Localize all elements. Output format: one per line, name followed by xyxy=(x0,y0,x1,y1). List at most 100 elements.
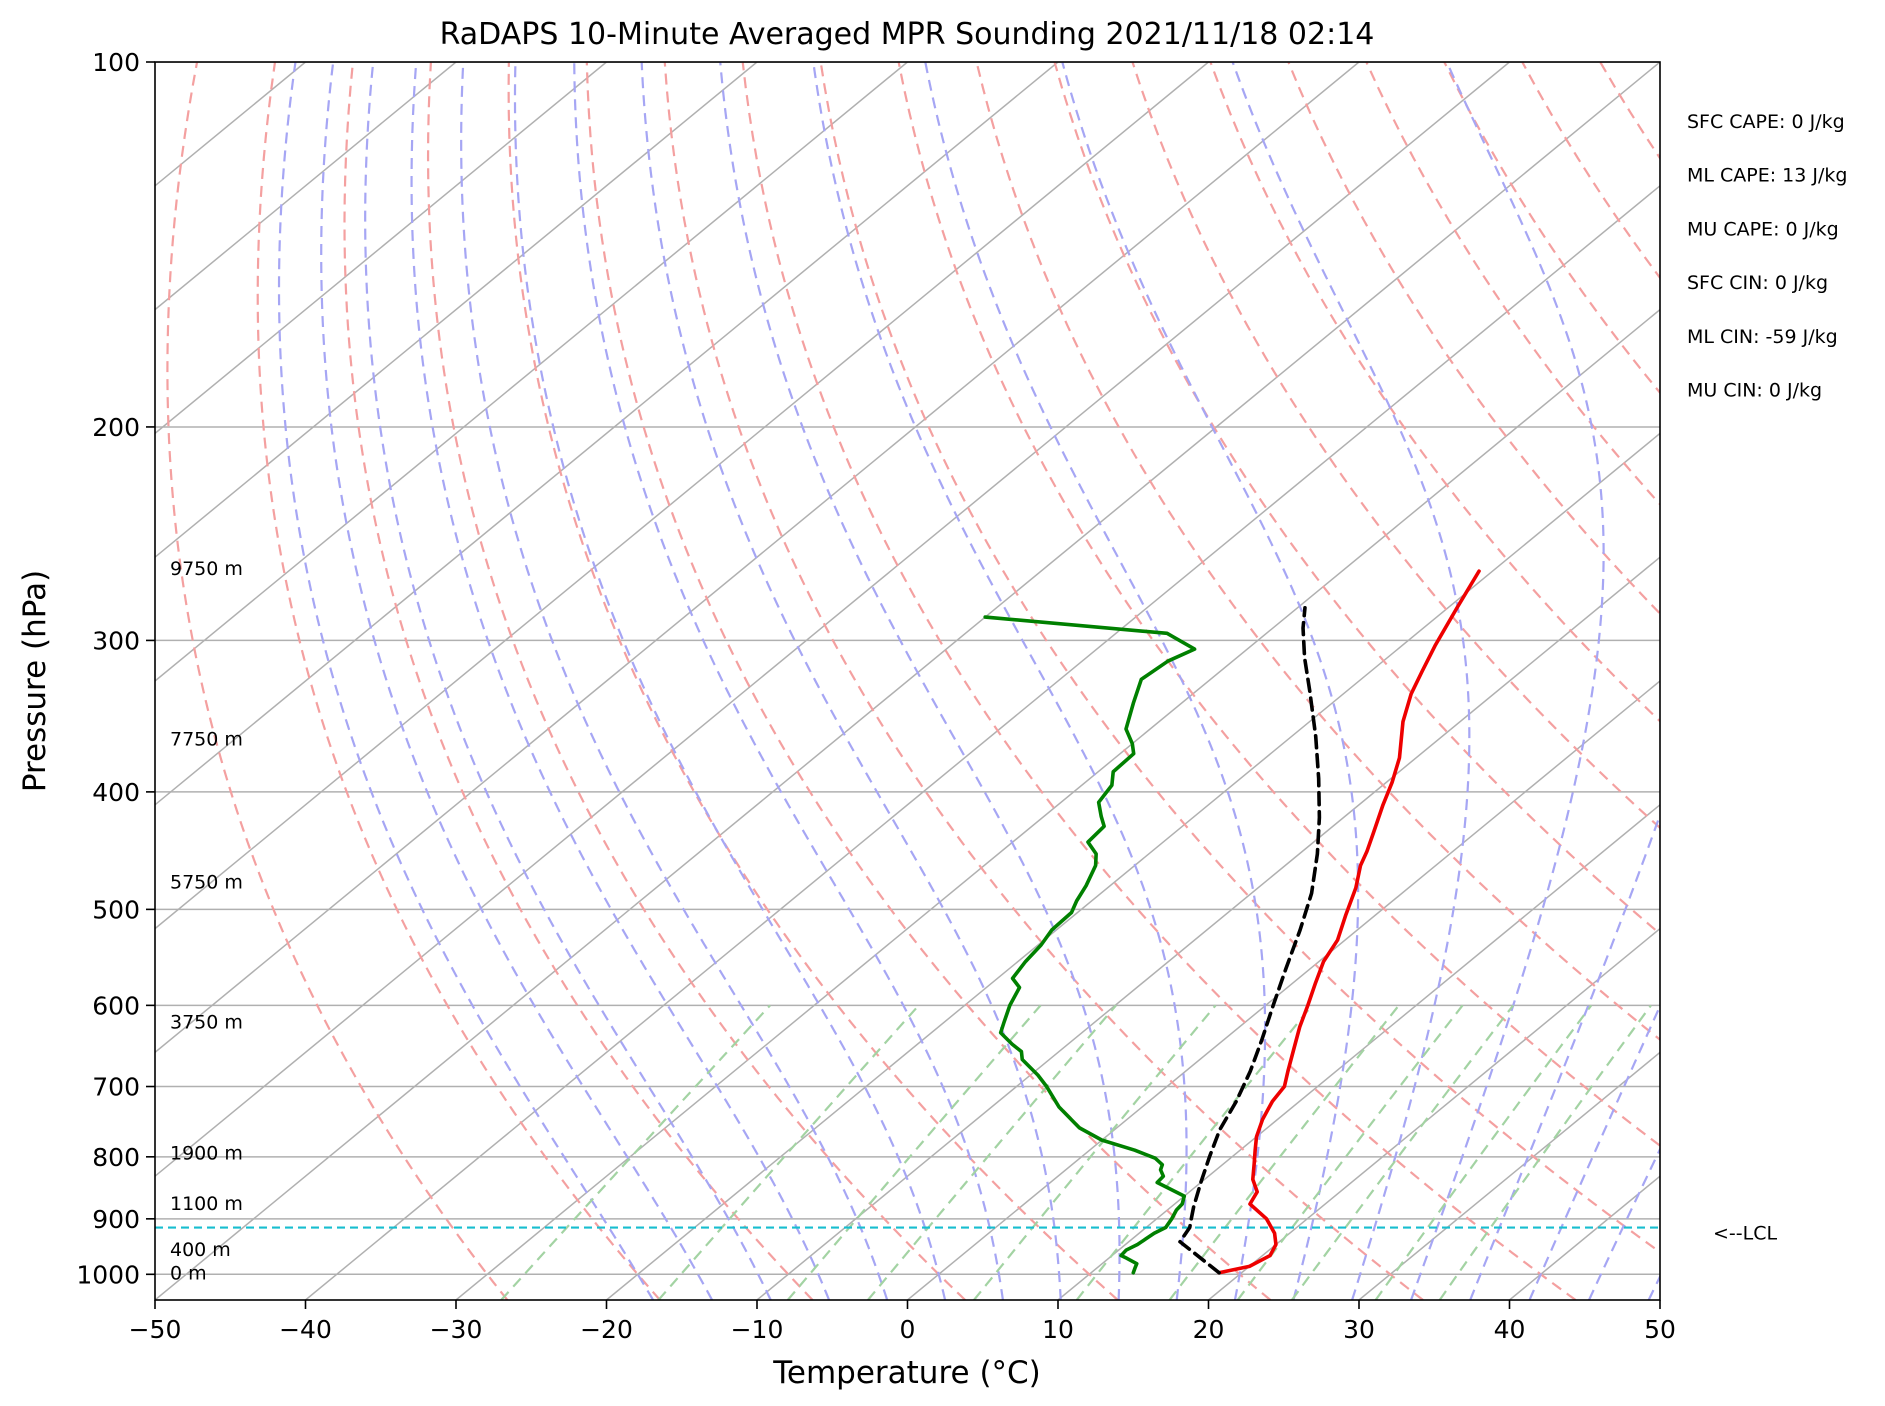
isotherm-line xyxy=(1509,1175,1660,1300)
moist-adiabat-line xyxy=(719,62,1121,1300)
dry-adiabat-line xyxy=(897,62,1660,1148)
dry-adiabat-line xyxy=(343,62,814,1300)
height-label: 5750 m xyxy=(170,871,243,893)
moist-adiabat-line xyxy=(1061,62,1360,1300)
stability-indices: SFC CAPE: 0 J/kg ML CAPE: 13 J/kg MU CAPE:… xyxy=(1687,111,1847,402)
moist-adiabat-line xyxy=(1528,1003,1660,1300)
y-tick-label: 700 xyxy=(92,1073,140,1102)
x-tick-label: 0 xyxy=(900,1315,916,1344)
height-label: 9750 m xyxy=(170,558,243,580)
mixing-ratio-line xyxy=(867,1004,1117,1300)
isotherm-line xyxy=(1659,1299,1660,1300)
chart-title: RaDAPS 10-Minute Averaged MPR Sounding 2… xyxy=(440,17,1375,52)
sounding-profiles xyxy=(155,569,1660,1275)
height-label: 0 m xyxy=(170,1262,207,1284)
isotherm-line xyxy=(606,432,1660,1300)
dry-adiabat-line xyxy=(1521,62,1660,280)
temperature-profile-line xyxy=(1217,569,1481,1275)
stability-index: MU CAPE: 0 J/kg xyxy=(1687,218,1839,240)
moist-adiabat-line xyxy=(513,62,947,1300)
x-axis: −50 −40 −30 −20 −10 0 10 20 30 40 50 xyxy=(129,1300,1676,1344)
height-label: 7750 m xyxy=(170,728,243,750)
y-tick-label: 800 xyxy=(92,1143,140,1172)
dry-adiabat-line xyxy=(1599,62,1660,161)
dry-adiabat-line xyxy=(1131,62,1660,830)
y-axis-label: Pressure (hPa) xyxy=(17,570,53,792)
dewpoint-profile-line xyxy=(983,615,1197,1275)
y-tick-label: 200 xyxy=(92,413,140,442)
dry-adiabat-line xyxy=(507,62,1119,1300)
dry-adiabat-line xyxy=(585,62,1272,1300)
dry-adiabat-line xyxy=(256,62,661,1300)
stability-index: ML CIN: -59 J/kg xyxy=(1687,326,1838,348)
mixing-ratio-line xyxy=(1236,1004,1464,1300)
isotherm-line xyxy=(155,62,758,559)
dry-adiabat-line xyxy=(1209,62,1660,723)
y-tick-label: 600 xyxy=(92,991,140,1020)
dry-adiabat-line xyxy=(426,62,966,1300)
height-label: 1900 m xyxy=(170,1143,243,1165)
mixing-ratio-line xyxy=(973,1004,1217,1300)
dry-adiabat-line xyxy=(1365,62,1660,506)
mixing-ratio-line xyxy=(1374,1004,1593,1300)
moist-adiabat-line xyxy=(640,62,1062,1300)
dry-adiabat-line xyxy=(1287,62,1660,616)
height-label: 400 m xyxy=(170,1239,231,1261)
lcl-label: <--LCL xyxy=(1713,1223,1777,1245)
height-label: 3750 m xyxy=(170,1012,243,1034)
parcel-profile-line xyxy=(1178,606,1322,1275)
x-tick-label: 50 xyxy=(1644,1315,1676,1344)
moist-adiabat-line xyxy=(924,62,1267,1300)
x-tick-label: −40 xyxy=(279,1315,332,1344)
isotherm-line xyxy=(155,62,457,311)
x-tick-label: −30 xyxy=(430,1315,483,1344)
isotherm-line xyxy=(1358,1051,1660,1300)
moist-adiabat-line xyxy=(277,62,655,1300)
x-axis-label: Temperature (°C) xyxy=(772,1355,1041,1391)
isotherm-line xyxy=(305,184,1660,1300)
isotherm-line xyxy=(155,62,1209,930)
isotherm-line xyxy=(155,62,1059,806)
moist-adiabat-line xyxy=(320,62,714,1300)
dry-adiabat-line xyxy=(1678,62,1885,1300)
x-tick-label: 10 xyxy=(1042,1315,1074,1344)
stability-index: MU CIN: 0 J/kg xyxy=(1687,380,1822,402)
y-tick-label: 300 xyxy=(92,626,140,655)
x-tick-label: 30 xyxy=(1343,1315,1375,1344)
mixing-ratio-line xyxy=(1290,1004,1515,1300)
mixing-ratio-line xyxy=(500,1004,771,1300)
x-tick-label: 20 xyxy=(1193,1315,1225,1344)
isotherm-line xyxy=(907,680,1660,1300)
y-tick-label: 100 xyxy=(92,48,140,77)
moist-adiabat-line xyxy=(1647,1274,1660,1300)
y-tick-label: 1000 xyxy=(76,1260,140,1289)
x-tick-label: −10 xyxy=(731,1315,784,1344)
dry-adiabat-line xyxy=(819,62,1660,1254)
mixing-ratio-line xyxy=(657,1004,920,1300)
y-tick-label: 500 xyxy=(92,895,140,924)
moist-adiabat-line xyxy=(460,62,889,1300)
moist-adiabat-line xyxy=(1231,62,1471,1300)
isotherm-line xyxy=(155,62,1660,1300)
dry-adiabat-line xyxy=(663,62,1424,1300)
moist-adiabat-line xyxy=(1410,62,1605,1300)
isotherm-line xyxy=(455,308,1660,1300)
y-axis: 1000 900 800 700 600 500 400 300 200 100 xyxy=(76,48,155,1289)
dry-adiabat-line xyxy=(1756,62,1885,1300)
moist-adiabat-line xyxy=(410,62,831,1300)
moist-adiabat-line xyxy=(1469,811,1660,1300)
x-tick-label: −50 xyxy=(129,1315,182,1344)
isotherm-line xyxy=(756,556,1660,1300)
isotherm-line xyxy=(1057,803,1660,1300)
isotherm-line xyxy=(155,62,908,682)
isotherm-line xyxy=(155,62,1510,1178)
background-reference-lines xyxy=(155,62,1885,1300)
dry-adiabat-line xyxy=(1053,62,1660,936)
moist-adiabat-line xyxy=(573,62,1004,1300)
dry-adiabat-line xyxy=(166,62,509,1300)
stability-index: SFC CIN: 0 J/kg xyxy=(1687,272,1828,294)
height-label: 1100 m xyxy=(170,1193,243,1215)
y-tick-label: 900 xyxy=(92,1205,140,1234)
